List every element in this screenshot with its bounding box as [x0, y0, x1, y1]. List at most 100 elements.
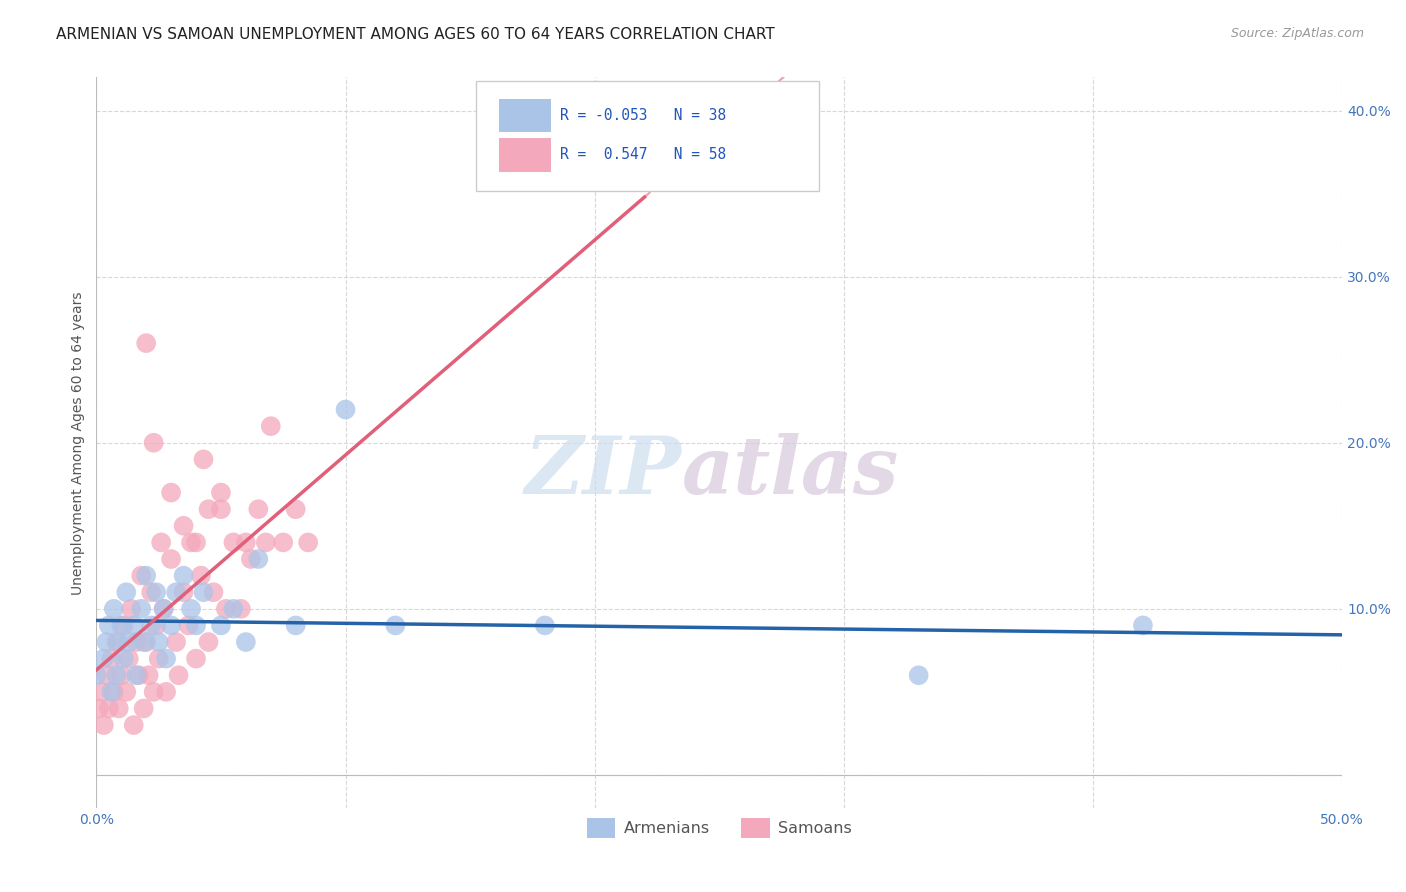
- Point: [90, 685, 112, 699]
- Point: [103, 602, 125, 616]
- Point: [105, 635, 128, 649]
- Point: [118, 635, 141, 649]
- Point: [180, 602, 202, 616]
- Point: [112, 618, 135, 632]
- Point: [129, 568, 152, 582]
- Point: [87, 701, 110, 715]
- Point: [160, 618, 183, 632]
- Point: [115, 585, 138, 599]
- Point: [125, 668, 148, 682]
- Point: [107, 701, 129, 715]
- Y-axis label: Unemployment Among Ages 60 to 64 years: Unemployment Among Ages 60 to 64 years: [72, 291, 86, 594]
- Point: [122, 618, 145, 632]
- Point: [209, 502, 232, 516]
- Point: [247, 552, 270, 566]
- Point: [97, 618, 120, 632]
- Point: [384, 618, 406, 632]
- Point: [160, 552, 183, 566]
- Point: [128, 668, 150, 682]
- Point: [247, 502, 270, 516]
- Point: [110, 668, 132, 682]
- Point: [132, 635, 155, 649]
- Point: [118, 651, 141, 665]
- FancyBboxPatch shape: [499, 99, 551, 132]
- Point: [86, 668, 108, 682]
- Point: [150, 535, 173, 549]
- Point: [173, 568, 195, 582]
- Point: [193, 585, 215, 599]
- Point: [93, 718, 115, 732]
- Point: [197, 635, 219, 649]
- Point: [135, 568, 157, 582]
- Point: [235, 535, 257, 549]
- Point: [100, 651, 122, 665]
- Point: [93, 651, 115, 665]
- Point: [222, 602, 245, 616]
- Point: [152, 602, 174, 616]
- Point: [260, 419, 283, 434]
- Point: [180, 535, 202, 549]
- Point: [184, 651, 207, 665]
- Point: [155, 651, 177, 665]
- Point: [209, 485, 232, 500]
- Text: ARMENIAN VS SAMOAN UNEMPLOYMENT AMONG AGES 60 TO 64 YEARS CORRELATION CHART: ARMENIAN VS SAMOAN UNEMPLOYMENT AMONG AG…: [56, 27, 775, 42]
- Point: [184, 618, 207, 632]
- Point: [254, 535, 277, 549]
- Point: [122, 718, 145, 732]
- Point: [135, 635, 157, 649]
- Point: [167, 668, 190, 682]
- Point: [155, 685, 177, 699]
- Point: [235, 635, 257, 649]
- Point: [184, 535, 207, 549]
- Point: [222, 535, 245, 549]
- Point: [135, 336, 157, 351]
- Point: [239, 552, 262, 566]
- Text: R = -0.053   N = 38: R = -0.053 N = 38: [560, 108, 725, 123]
- Point: [142, 685, 165, 699]
- Point: [202, 585, 225, 599]
- Point: [177, 618, 200, 632]
- Point: [145, 585, 167, 599]
- Point: [97, 701, 120, 715]
- Point: [1132, 618, 1154, 632]
- Text: atlas: atlas: [682, 434, 900, 511]
- Point: [148, 651, 170, 665]
- Legend: Armenians, Samoans: Armenians, Samoans: [581, 812, 858, 844]
- Point: [112, 651, 135, 665]
- Point: [148, 635, 170, 649]
- Point: [141, 618, 163, 632]
- Point: [96, 635, 118, 649]
- Point: [103, 685, 125, 699]
- Point: [284, 502, 307, 516]
- Text: ZIP: ZIP: [524, 434, 682, 511]
- Point: [209, 618, 232, 632]
- Point: [96, 668, 118, 682]
- Point: [215, 602, 238, 616]
- Point: [534, 618, 557, 632]
- Point: [190, 568, 212, 582]
- Point: [165, 635, 187, 649]
- Point: [193, 452, 215, 467]
- Point: [229, 602, 252, 616]
- Point: [284, 618, 307, 632]
- Point: [173, 585, 195, 599]
- Point: [110, 618, 132, 632]
- Point: [107, 635, 129, 649]
- Point: [297, 535, 319, 549]
- FancyBboxPatch shape: [477, 81, 818, 191]
- Text: Source: ZipAtlas.com: Source: ZipAtlas.com: [1230, 27, 1364, 40]
- Point: [105, 668, 128, 682]
- Point: [129, 602, 152, 616]
- Point: [160, 485, 183, 500]
- Point: [907, 668, 929, 682]
- Text: R =  0.547   N = 58: R = 0.547 N = 58: [560, 147, 725, 162]
- FancyBboxPatch shape: [499, 138, 551, 171]
- Point: [335, 402, 357, 417]
- Point: [138, 668, 160, 682]
- Point: [120, 602, 142, 616]
- Point: [100, 685, 122, 699]
- Point: [125, 635, 148, 649]
- Point: [142, 435, 165, 450]
- Point: [141, 585, 163, 599]
- Point: [152, 602, 174, 616]
